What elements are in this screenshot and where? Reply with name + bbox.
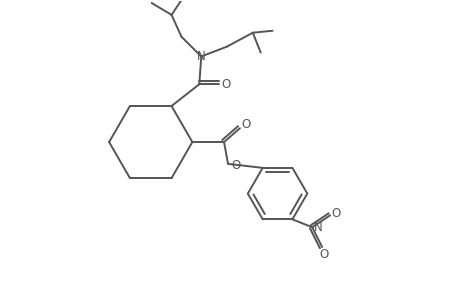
Text: N: N bbox=[313, 221, 322, 234]
Text: N: N bbox=[196, 50, 205, 63]
Text: O: O bbox=[241, 118, 250, 131]
Text: O: O bbox=[221, 78, 230, 91]
Text: O: O bbox=[231, 159, 240, 172]
Text: O: O bbox=[319, 248, 328, 262]
Text: O: O bbox=[330, 207, 340, 220]
